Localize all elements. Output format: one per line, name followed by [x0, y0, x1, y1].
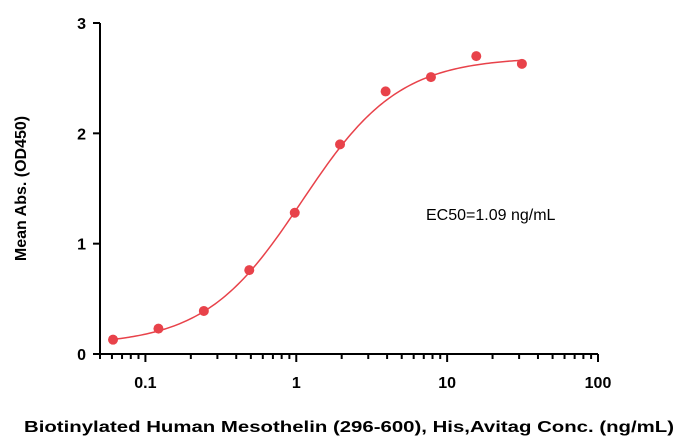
x-axis-ticks: 0.1 1 10 100 [99, 354, 612, 392]
data-points [108, 51, 527, 345]
data-point [198, 305, 209, 316]
data-point [244, 265, 255, 276]
x-axis-title: Biotinylated Human Mesothelin (296-600),… [24, 419, 674, 436]
data-point [289, 207, 300, 218]
data-point [335, 139, 346, 150]
data-point [471, 51, 482, 62]
y-tick-label: 1 [77, 237, 86, 254]
x-tick-label: 1 [292, 375, 301, 392]
y-tick-label: 2 [77, 126, 86, 143]
data-point [153, 323, 164, 334]
y-tick-label: 3 [77, 16, 86, 33]
data-point [425, 72, 436, 83]
ec50-annotation: EC50=1.09 ng/mL [426, 207, 556, 224]
y-tick-label: 0 [77, 347, 86, 364]
x-tick-label: 10 [438, 375, 456, 392]
y-axis-title: Mean Abs. (OD450) [13, 116, 30, 261]
fit-curve [112, 59, 522, 341]
x-tick-label: 0.1 [134, 375, 156, 392]
y-axis-ticks: 0 1 2 3 [77, 16, 100, 364]
data-point [516, 58, 527, 69]
x-tick-label: 100 [585, 375, 612, 392]
data-point [108, 334, 119, 345]
data-point [380, 86, 391, 97]
axes [99, 23, 598, 355]
